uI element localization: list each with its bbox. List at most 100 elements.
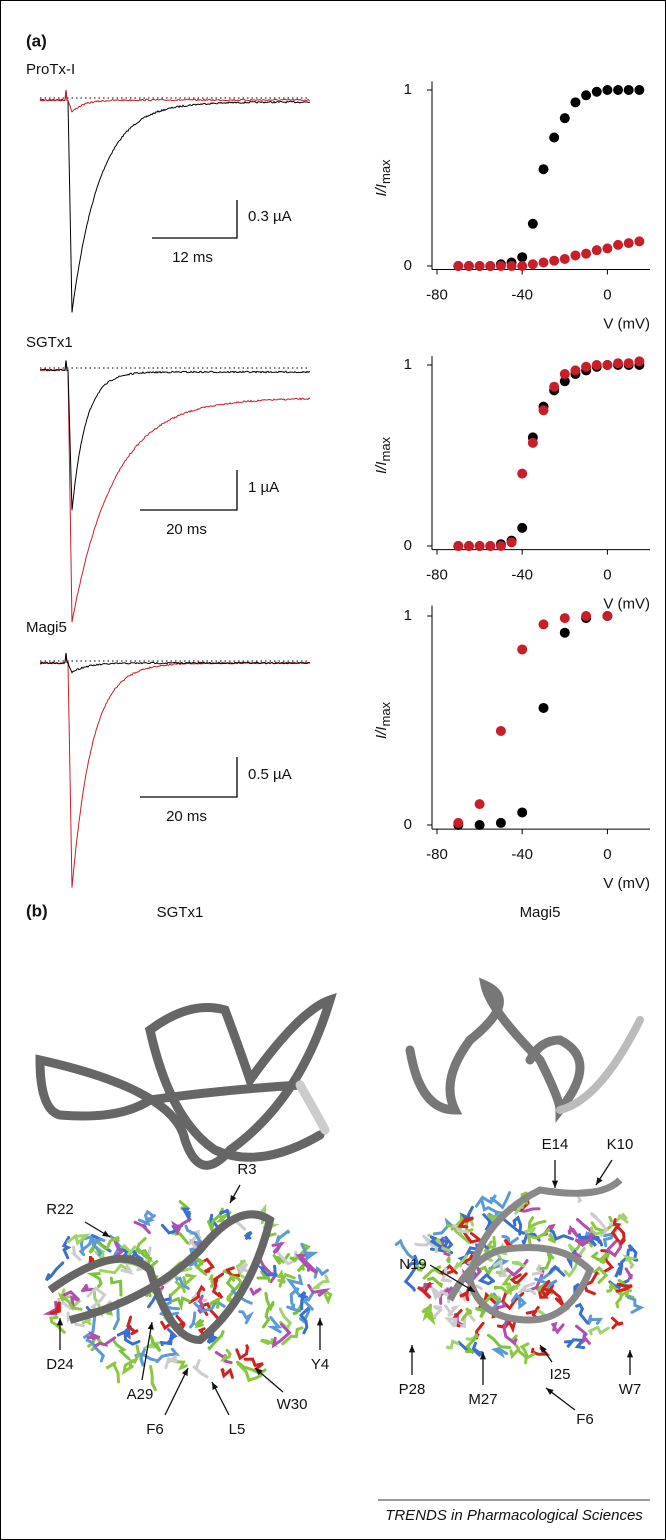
scale-label: 0.3 µA bbox=[248, 208, 292, 225]
stick bbox=[236, 1362, 263, 1383]
y-label-sub: max bbox=[378, 159, 393, 184]
stick bbox=[549, 1229, 574, 1241]
arrow-head bbox=[255, 1368, 263, 1376]
data-point bbox=[591, 360, 602, 370]
stick bbox=[606, 1284, 616, 1293]
scale-label: 1 µA bbox=[248, 479, 279, 496]
residue-label: P28 bbox=[399, 1381, 426, 1398]
stick bbox=[94, 1336, 117, 1347]
stick bbox=[105, 1361, 120, 1384]
stick bbox=[86, 1331, 101, 1341]
data-point bbox=[474, 541, 485, 551]
stick bbox=[491, 1347, 509, 1359]
stick bbox=[170, 1217, 192, 1236]
residue-label: M27 bbox=[468, 1391, 497, 1408]
data-point bbox=[463, 541, 474, 551]
stick bbox=[137, 1209, 154, 1227]
residue-label: L5 bbox=[229, 1421, 246, 1438]
y-tick-label: 1 bbox=[404, 607, 412, 624]
stick bbox=[194, 1256, 208, 1276]
stick bbox=[445, 1339, 460, 1350]
stick bbox=[271, 1241, 286, 1255]
stick bbox=[489, 1191, 512, 1210]
structure-title: SGTx1 bbox=[157, 904, 204, 921]
stick bbox=[534, 1277, 558, 1288]
stick bbox=[605, 1239, 623, 1258]
backbone bbox=[47, 1210, 275, 1345]
residue-label: N19 bbox=[399, 1256, 427, 1273]
data-point bbox=[634, 85, 645, 95]
stick bbox=[394, 1238, 417, 1262]
data-point bbox=[559, 376, 570, 387]
stick bbox=[414, 1234, 432, 1247]
stick bbox=[211, 1280, 224, 1300]
stick bbox=[527, 1216, 547, 1230]
current-trace bbox=[39, 90, 311, 313]
stick bbox=[182, 1273, 198, 1287]
stick bbox=[285, 1274, 304, 1291]
data-point bbox=[602, 611, 613, 621]
stick bbox=[188, 1311, 197, 1329]
panel-label: (b) bbox=[26, 901, 48, 920]
stick bbox=[300, 1242, 319, 1262]
stick bbox=[139, 1348, 146, 1367]
data-point bbox=[591, 245, 602, 256]
data-point bbox=[453, 817, 464, 828]
stick bbox=[610, 1316, 624, 1330]
stick bbox=[618, 1248, 630, 1276]
stick bbox=[86, 1286, 107, 1309]
stick bbox=[164, 1353, 178, 1370]
stick bbox=[567, 1224, 580, 1239]
stick bbox=[589, 1211, 609, 1237]
y-axis-label: I/Imax bbox=[373, 701, 393, 739]
stick bbox=[105, 1235, 120, 1250]
stick bbox=[610, 1218, 622, 1243]
x-axis-label: V (mV) bbox=[603, 875, 650, 892]
stick bbox=[615, 1282, 633, 1293]
stick bbox=[502, 1320, 518, 1346]
stick bbox=[286, 1303, 302, 1313]
scale-label: 0.5 µA bbox=[248, 766, 292, 783]
stick bbox=[526, 1228, 551, 1245]
stick bbox=[474, 1194, 497, 1208]
residue-label: R3 bbox=[237, 1161, 256, 1178]
stick bbox=[155, 1347, 181, 1364]
stick bbox=[207, 1274, 215, 1288]
stick bbox=[613, 1212, 629, 1224]
data-point bbox=[517, 522, 528, 533]
x-tick-label: -40 bbox=[511, 567, 533, 584]
stick bbox=[615, 1224, 626, 1246]
stick bbox=[86, 1272, 103, 1288]
stick bbox=[472, 1348, 485, 1358]
stick bbox=[133, 1220, 151, 1235]
data-point bbox=[570, 97, 581, 108]
stick bbox=[421, 1303, 433, 1322]
data-point bbox=[570, 365, 581, 376]
stick bbox=[512, 1215, 523, 1236]
x-tick-label: 0 bbox=[603, 846, 611, 863]
arrow-head bbox=[230, 1195, 237, 1203]
residue-label: I25 bbox=[550, 1366, 571, 1383]
data-point bbox=[527, 259, 538, 270]
stick bbox=[440, 1267, 453, 1283]
stick bbox=[518, 1350, 536, 1360]
residue-label: A29 bbox=[127, 1386, 154, 1403]
stick bbox=[299, 1258, 319, 1275]
stick bbox=[521, 1232, 541, 1248]
stick bbox=[267, 1315, 283, 1334]
arrow-head bbox=[596, 1177, 603, 1185]
stick bbox=[460, 1307, 473, 1322]
stick bbox=[49, 1301, 62, 1315]
stick bbox=[289, 1287, 307, 1305]
stick bbox=[575, 1302, 589, 1325]
stick bbox=[81, 1317, 92, 1326]
stick bbox=[574, 1232, 596, 1248]
arrow-head bbox=[551, 1180, 559, 1188]
stick bbox=[258, 1258, 279, 1284]
data-point bbox=[623, 358, 634, 369]
data-point bbox=[602, 85, 613, 95]
data-point bbox=[559, 253, 570, 264]
data-point bbox=[538, 164, 549, 175]
data-point bbox=[613, 85, 624, 95]
